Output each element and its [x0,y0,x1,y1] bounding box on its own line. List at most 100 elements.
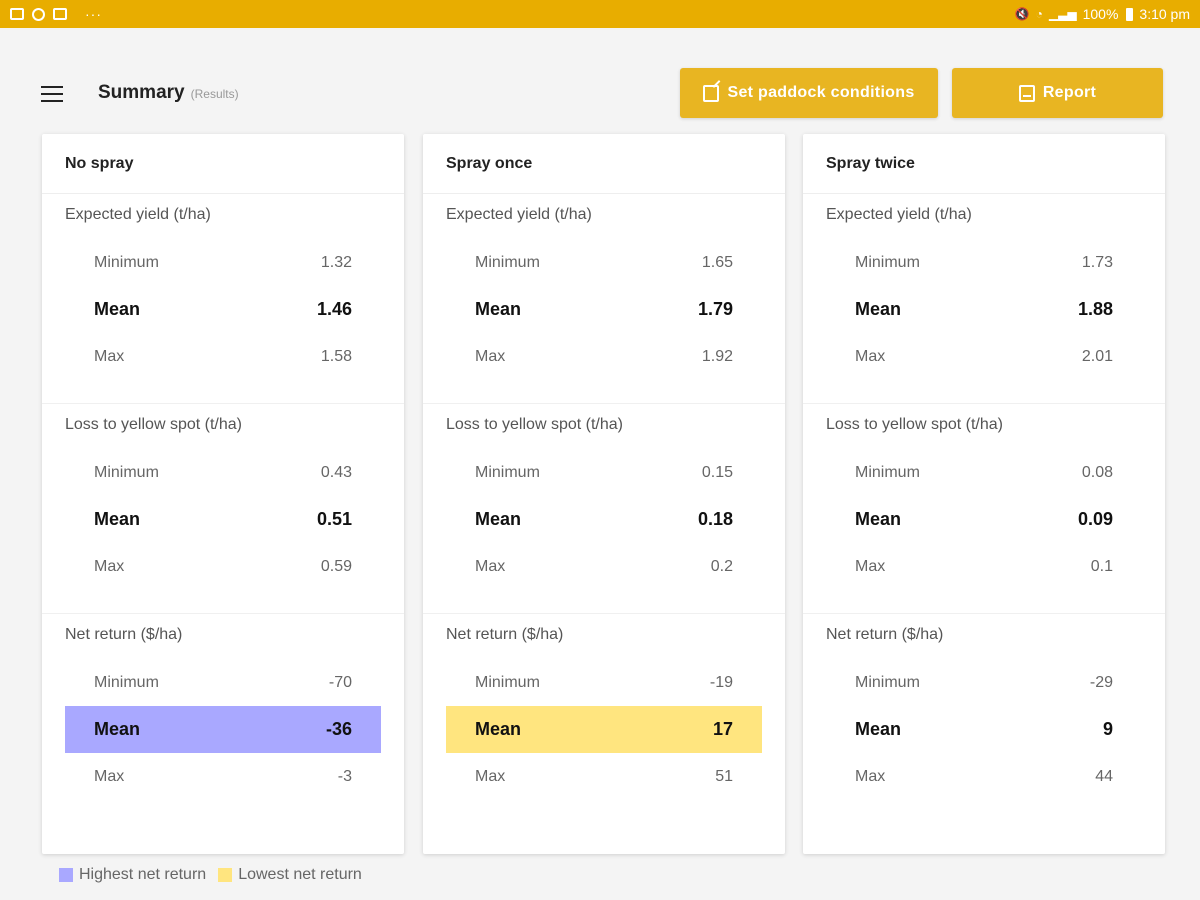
mean-row: Mean 9 [826,706,1142,753]
row-value: -29 [1089,673,1113,691]
row-value: 1.88 [1077,299,1113,319]
section-title: Net return ($/ha) [446,626,564,643]
minimum-row: Minimum 1.32 [65,239,381,286]
signal-icon: ▁▃▅ [1048,7,1077,21]
page-title: Summary [98,82,185,103]
card-title: No spray [42,134,404,194]
loss-section: Loss to yellow spot (t/ha) Minimum 0.15 M… [423,404,785,614]
row-label: Max [475,347,506,365]
row-label: Minimum [475,673,540,691]
row-label: Max [855,767,886,785]
row-label: Max [94,557,125,575]
row-value: 44 [1095,767,1113,785]
minimum-row: Minimum -70 [65,659,381,706]
row-label: Mean [475,299,522,319]
legend-item-lowest: Lowest net return [218,866,362,884]
row-label: Minimum [855,253,920,271]
section-title: Expected yield (t/ha) [446,206,592,223]
section-title: Loss to yellow spot (t/ha) [446,416,623,433]
mean-row: Mean 1.88 [826,286,1142,333]
status-bar: ··· 🔇 ◔ ▁▃▅ 100% 3:10 pm [0,0,1200,28]
row-label: Max [475,767,506,785]
scenario-card-spray-once: Spray once Expected yield (t/ha) Minimum… [423,134,785,854]
legend-label-lowest: Lowest net return [238,866,362,883]
edit-icon [703,84,720,102]
loss-section: Loss to yellow spot (t/ha) Minimum 0.08 M… [803,404,1165,614]
mean-row: Mean 0.18 [446,496,762,543]
row-label: Mean [94,509,141,529]
page-header: Summary (Results) [98,82,239,104]
page-subtitle: (Results) [190,87,239,101]
row-value: 0.1 [1090,557,1113,575]
row-value: 1.32 [320,253,352,271]
row-value: -36 [325,719,352,739]
loss-section: Loss to yellow spot (t/ha) Minimum 0.43 M… [42,404,404,614]
net-return-section: Net return ($/ha) Minimum -19 Mean 17 Max 5… [423,614,785,824]
row-label: Mean [94,299,141,319]
row-label: Minimum [475,253,540,271]
expected-yield-section: Expected yield (t/ha) Minimum 1.73 Mean 1.… [803,194,1165,404]
set-paddock-conditions-label: Set paddock conditions [727,84,915,101]
wifi-icon: ◔ [1035,7,1043,21]
row-value: 0.2 [710,557,733,575]
max-row: Max 2.01 [826,333,1142,380]
battery-percentage: 100% [1082,6,1119,22]
section-title: Net return ($/ha) [65,626,183,643]
set-paddock-conditions-button[interactable]: Set paddock conditions [680,68,938,118]
minimum-row: Minimum 0.08 [826,449,1142,496]
mean-row-highest-net-return: Mean -36 [65,706,381,753]
row-label: Max [475,557,506,575]
row-value: 0.09 [1077,509,1113,529]
legend-label-highest: Highest net return [79,866,207,883]
mean-row: Mean 0.09 [826,496,1142,543]
row-value: 1.79 [697,299,733,319]
row-label: Mean [855,509,902,529]
row-label: Max [94,347,125,365]
mean-row: Mean 1.46 [65,286,381,333]
max-row: Max 51 [446,753,762,800]
max-row: Max 0.59 [65,543,381,590]
menu-icon[interactable] [40,84,64,104]
row-label: Mean [94,719,141,739]
max-row: Max 1.58 [65,333,381,380]
battery-icon [1126,7,1134,21]
row-label: Minimum [855,673,920,691]
highest-swatch [59,868,73,882]
status-bar-system: 🔇 ◔ ▁▃▅ 100% 3:10 pm [1015,6,1190,22]
mute-icon: 🔇 [1014,7,1030,21]
section-title: Expected yield (t/ha) [826,206,972,223]
row-value: 9 [1102,719,1113,739]
row-value: 2.01 [1081,347,1113,365]
more-notifications-icon: ··· [85,6,102,22]
card-title: Spray twice [803,134,1165,194]
row-label: Mean [855,719,902,739]
report-button[interactable]: Report [952,68,1163,118]
status-bar-notifications: ··· [10,6,102,22]
row-value: 1.92 [701,347,733,365]
row-value: -70 [328,673,352,691]
net-return-section: Net return ($/ha) Minimum -29 Mean 9 Max 44 [803,614,1165,824]
row-value: -3 [337,767,352,785]
row-label: Max [855,557,886,575]
max-row: Max 1.92 [446,333,762,380]
net-return-section: Net return ($/ha) Minimum -70 Mean -36 Max… [42,614,404,824]
legend: Highest net return Lowest net return [59,866,364,884]
row-value: 1.73 [1081,253,1113,271]
row-value: 0.15 [701,463,733,481]
row-value: 0.18 [697,509,733,529]
window-notification-icon [53,8,67,20]
scenario-card-no-spray: No spray Expected yield (t/ha) Minimum 1.… [42,134,404,854]
row-label: Minimum [94,673,159,691]
row-label: Minimum [94,463,159,481]
row-label: Minimum [855,463,920,481]
minimum-row: Minimum 0.15 [446,449,762,496]
section-title: Loss to yellow spot (t/ha) [826,416,1003,433]
browser-notification-icon [32,7,45,21]
row-label: Mean [475,719,522,739]
minimum-row: Minimum -29 [826,659,1142,706]
max-row: Max 0.1 [826,543,1142,590]
max-row: Max -3 [65,753,381,800]
row-value: -19 [709,673,733,691]
gallery-notification-icon [10,8,24,20]
row-label: Mean [475,509,522,529]
